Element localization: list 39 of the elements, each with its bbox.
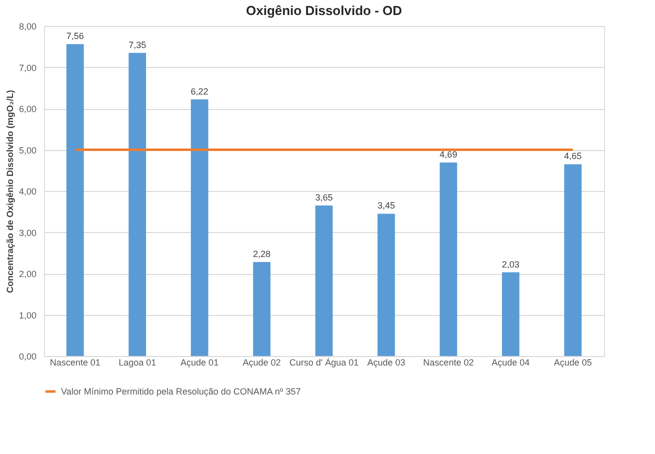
x-tick-label: Nascente 01 bbox=[50, 358, 100, 368]
y-tick-label: 2,00 bbox=[18, 269, 36, 279]
bar bbox=[378, 214, 395, 356]
data-label: 7,56 bbox=[66, 31, 84, 42]
x-tick-label: Curso d' Água 01 bbox=[289, 358, 359, 368]
chart-title: Oxigênio Dissolvido - OD bbox=[246, 3, 402, 18]
x-tick-label: Açude 01 bbox=[180, 358, 219, 368]
y-tick-label: 7,00 bbox=[18, 62, 36, 73]
x-tick-label: Açude 04 bbox=[492, 358, 530, 368]
x-tick-label: Açude 02 bbox=[242, 358, 281, 368]
legend-label: Valor Mínimo Permitido pela Resolução do CONAMA nº 357 bbox=[61, 386, 301, 396]
x-tick-label: Lagoa 01 bbox=[118, 358, 156, 368]
data-label: 3,45 bbox=[377, 200, 395, 211]
y-tick-label: 6,00 bbox=[18, 104, 36, 114]
y-tick-label: 0,00 bbox=[18, 352, 36, 362]
bar bbox=[66, 44, 84, 356]
bar bbox=[564, 164, 582, 356]
y-axis-title: Concentração de Oxigênio Dissolvido (mgO₂/L) bbox=[4, 90, 15, 294]
data-label: 2,28 bbox=[253, 248, 271, 259]
y-tick-label: 1,00 bbox=[18, 310, 36, 320]
y-tick-label: 5,00 bbox=[18, 145, 36, 156]
bar bbox=[253, 262, 270, 356]
data-label: 4,69 bbox=[440, 150, 458, 160]
y-tick-label: 4,00 bbox=[18, 186, 36, 196]
x-tick-label: Açude 05 bbox=[554, 358, 592, 368]
bar bbox=[128, 52, 146, 356]
data-label: 2,03 bbox=[502, 259, 520, 270]
y-tick-label: 3,00 bbox=[18, 228, 36, 238]
data-label: 4,65 bbox=[564, 151, 582, 162]
data-label: 6,22 bbox=[190, 86, 208, 96]
bar bbox=[315, 205, 333, 356]
y-tick-label: 8,00 bbox=[18, 22, 36, 32]
bar bbox=[190, 99, 208, 356]
x-tick-label: Açude 03 bbox=[367, 358, 406, 368]
bar bbox=[502, 272, 520, 356]
data-label: 3,65 bbox=[315, 192, 333, 202]
x-tick-label: Nascente 02 bbox=[423, 358, 474, 368]
data-label: 7,35 bbox=[128, 40, 146, 50]
bar bbox=[440, 162, 458, 356]
